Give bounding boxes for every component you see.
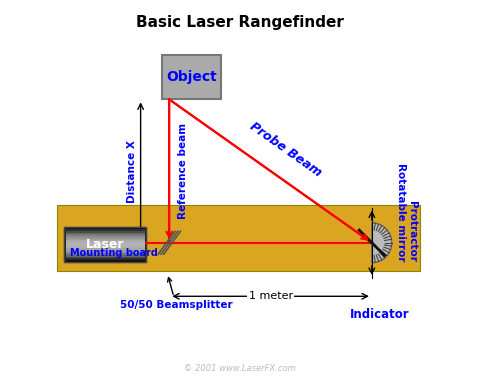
Text: Mounting board: Mounting board <box>70 248 158 258</box>
Text: Protractor: Protractor <box>407 201 417 262</box>
Text: Distance X: Distance X <box>127 140 137 202</box>
Text: Probe Beam: Probe Beam <box>248 120 324 180</box>
Bar <box>57 204 420 271</box>
Wedge shape <box>372 223 392 262</box>
Bar <box>64 227 146 262</box>
Bar <box>66 238 145 239</box>
Text: Object: Object <box>166 71 216 85</box>
Text: Indicator: Indicator <box>350 308 409 321</box>
Bar <box>162 55 221 99</box>
Bar <box>66 257 145 259</box>
Text: Basic Laser Rangefinder: Basic Laser Rangefinder <box>136 15 344 30</box>
Text: © 2001 www.LaserFX.com: © 2001 www.LaserFX.com <box>184 364 296 373</box>
Bar <box>66 245 145 246</box>
Bar <box>66 252 145 253</box>
Bar <box>66 229 145 231</box>
Text: Rotatable mirror: Rotatable mirror <box>396 163 406 261</box>
Bar <box>66 250 145 252</box>
Bar <box>66 243 145 245</box>
Bar <box>66 253 145 255</box>
Text: Reference beam: Reference beam <box>178 123 188 219</box>
Text: Laser: Laser <box>86 238 124 251</box>
Text: 50/50 Beamsplitter: 50/50 Beamsplitter <box>120 278 232 310</box>
Bar <box>66 260 145 262</box>
Bar <box>66 234 145 236</box>
Text: 1 meter: 1 meter <box>249 291 293 301</box>
Bar <box>64 227 146 262</box>
Bar <box>66 248 145 250</box>
Bar <box>66 239 145 241</box>
Bar <box>66 246 145 248</box>
Bar <box>66 241 145 243</box>
Bar <box>66 227 145 229</box>
Bar <box>66 236 145 238</box>
Bar <box>66 231 145 233</box>
Bar <box>66 233 145 234</box>
Bar <box>66 259 145 260</box>
Bar <box>66 255 145 257</box>
